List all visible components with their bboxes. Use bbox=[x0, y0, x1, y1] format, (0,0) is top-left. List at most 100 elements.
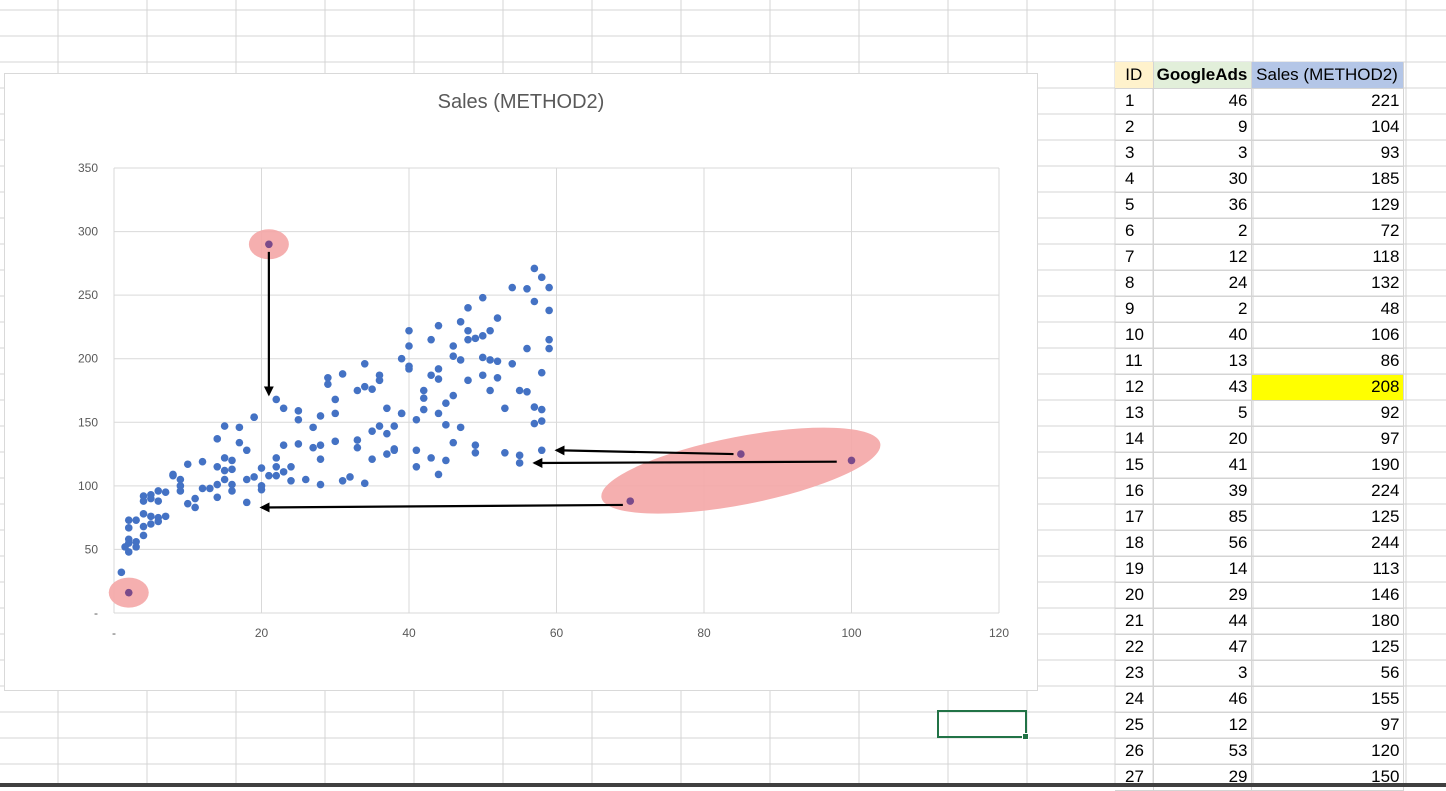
data-point bbox=[265, 471, 273, 480]
cell-sales[interactable]: 146 bbox=[1251, 582, 1404, 609]
table-row: 2 9 104 bbox=[1115, 114, 1404, 141]
cell-googleads[interactable]: 39 bbox=[1153, 478, 1252, 505]
cell-id[interactable]: 10 bbox=[1115, 322, 1154, 349]
header-id[interactable]: ID bbox=[1115, 62, 1154, 89]
cell-sales[interactable]: 97 bbox=[1251, 426, 1404, 453]
cell-googleads[interactable]: 56 bbox=[1153, 530, 1252, 557]
cell-id[interactable]: 24 bbox=[1115, 686, 1154, 713]
cell-sales[interactable]: 72 bbox=[1251, 218, 1404, 245]
data-point bbox=[176, 487, 185, 495]
scatter-chart[interactable]: Sales (METHOD2) - 50 100 150 200 250 300 350 - 20… bbox=[4, 73, 1038, 691]
cell-id[interactable]: 26 bbox=[1115, 738, 1154, 765]
cell-googleads[interactable]: 14 bbox=[1153, 556, 1252, 583]
cell-sales[interactable]: 113 bbox=[1251, 556, 1404, 583]
cell-id[interactable]: 22 bbox=[1115, 634, 1154, 661]
cell-sales[interactable]: 185 bbox=[1251, 166, 1404, 193]
cell-sales[interactable]: 132 bbox=[1251, 270, 1404, 297]
cell-id[interactable]: 11 bbox=[1115, 348, 1154, 375]
cell-id[interactable]: 3 bbox=[1115, 140, 1154, 167]
cell-googleads[interactable]: 41 bbox=[1153, 452, 1252, 479]
data-point bbox=[508, 360, 517, 368]
cell-googleads[interactable]: 46 bbox=[1153, 686, 1252, 713]
cell-sales[interactable]: 56 bbox=[1251, 660, 1404, 687]
data-point bbox=[132, 516, 140, 524]
cell-googleads[interactable]: 85 bbox=[1153, 504, 1252, 531]
cell-id[interactable]: 21 bbox=[1115, 608, 1154, 635]
cell-sales[interactable]: 93 bbox=[1251, 140, 1404, 167]
cell-sales[interactable]: 120 bbox=[1251, 738, 1404, 765]
data-point bbox=[419, 386, 428, 395]
cell-sales[interactable]: 129 bbox=[1251, 192, 1404, 219]
data-point bbox=[530, 264, 539, 273]
cell-googleads[interactable]: 46 bbox=[1153, 88, 1252, 115]
cell-sales[interactable]: 118 bbox=[1251, 244, 1404, 271]
cell-googleads[interactable]: 30 bbox=[1153, 166, 1252, 193]
cell-sales[interactable]: 97 bbox=[1251, 712, 1404, 739]
cell-googleads[interactable]: 12 bbox=[1153, 712, 1252, 739]
cell-id[interactable]: 4 bbox=[1115, 166, 1154, 193]
cell-id[interactable]: 23 bbox=[1115, 660, 1154, 687]
data-point bbox=[464, 335, 472, 344]
cell-id[interactable]: 5 bbox=[1115, 192, 1154, 219]
cell-id[interactable]: 8 bbox=[1115, 270, 1154, 297]
cell-googleads[interactable]: 53 bbox=[1153, 738, 1252, 765]
cell-sales[interactable]: 106 bbox=[1251, 322, 1404, 349]
cell-googleads[interactable]: 3 bbox=[1153, 660, 1252, 687]
cell-sales[interactable]: 86 bbox=[1251, 348, 1404, 375]
cell-googleads[interactable]: 43 bbox=[1153, 374, 1252, 401]
cell-sales[interactable]: 92 bbox=[1251, 400, 1404, 427]
cell-sales[interactable]: 125 bbox=[1251, 504, 1404, 531]
cell-id[interactable]: 25 bbox=[1115, 712, 1154, 739]
cell-sales[interactable]: 180 bbox=[1251, 608, 1404, 635]
cell-sales[interactable]: 104 bbox=[1251, 114, 1404, 141]
cell-googleads[interactable]: 29 bbox=[1153, 582, 1252, 609]
cell-googleads[interactable]: 20 bbox=[1153, 426, 1252, 453]
cell-googleads[interactable]: 36 bbox=[1153, 192, 1252, 219]
cell-googleads[interactable]: 2 bbox=[1153, 218, 1252, 245]
data-point bbox=[147, 520, 155, 528]
cell-id[interactable]: 13 bbox=[1115, 400, 1154, 427]
cell-id[interactable]: 14 bbox=[1115, 426, 1154, 453]
data-point bbox=[419, 394, 428, 402]
cell-sales[interactable]: 125 bbox=[1251, 634, 1404, 661]
selected-cell[interactable] bbox=[937, 710, 1029, 740]
cell-sales[interactable]: 155 bbox=[1251, 686, 1404, 713]
cell-googleads[interactable]: 3 bbox=[1153, 140, 1252, 167]
cell-sales[interactable]: 48 bbox=[1251, 296, 1404, 323]
header-sales[interactable]: Sales (METHOD2) bbox=[1251, 62, 1404, 89]
cell-id[interactable]: 19 bbox=[1115, 556, 1154, 583]
cell-googleads[interactable]: 13 bbox=[1153, 348, 1252, 375]
cell-googleads[interactable]: 2 bbox=[1153, 296, 1252, 323]
cell-googleads[interactable]: 47 bbox=[1153, 634, 1252, 661]
cell-sales[interactable]: 224 bbox=[1251, 478, 1404, 505]
cell-sales[interactable]: 208 bbox=[1251, 374, 1404, 401]
cell-id[interactable]: 15 bbox=[1115, 452, 1154, 479]
cell-googleads[interactable]: 5 bbox=[1153, 400, 1252, 427]
cell-sales[interactable]: 190 bbox=[1251, 452, 1404, 479]
data-table: ID GoogleAds Sales (METHOD2) 1 46 221 2 9 104… bbox=[1115, 62, 1404, 791]
cell-sales[interactable]: 221 bbox=[1251, 88, 1404, 115]
data-point bbox=[257, 464, 266, 472]
cell-id[interactable]: 18 bbox=[1115, 530, 1154, 557]
cell-id[interactable]: 9 bbox=[1115, 296, 1154, 323]
table-row: 1 46 221 bbox=[1115, 88, 1404, 115]
cell-id[interactable]: 2 bbox=[1115, 114, 1154, 141]
cell-id[interactable]: 20 bbox=[1115, 582, 1154, 609]
cell-googleads[interactable]: 40 bbox=[1153, 322, 1252, 349]
cell-id[interactable]: 7 bbox=[1115, 244, 1154, 271]
cell-googleads[interactable]: 9 bbox=[1153, 114, 1252, 141]
data-point bbox=[434, 470, 443, 479]
cell-id[interactable]: 12 bbox=[1115, 374, 1154, 401]
cell-id[interactable]: 16 bbox=[1115, 478, 1154, 505]
cell-id[interactable]: 17 bbox=[1115, 504, 1154, 531]
cell-sales[interactable]: 244 bbox=[1251, 530, 1404, 557]
cell-googleads[interactable]: 44 bbox=[1153, 608, 1252, 635]
data-point bbox=[442, 421, 450, 429]
data-point bbox=[427, 371, 435, 380]
cell-id[interactable]: 6 bbox=[1115, 218, 1154, 245]
cell-googleads[interactable]: 24 bbox=[1153, 270, 1252, 297]
header-googleads[interactable]: GoogleAds bbox=[1153, 62, 1252, 89]
cell-id[interactable]: 1 bbox=[1115, 88, 1154, 115]
cell-googleads[interactable]: 12 bbox=[1153, 244, 1252, 271]
fill-handle[interactable] bbox=[1022, 733, 1029, 740]
